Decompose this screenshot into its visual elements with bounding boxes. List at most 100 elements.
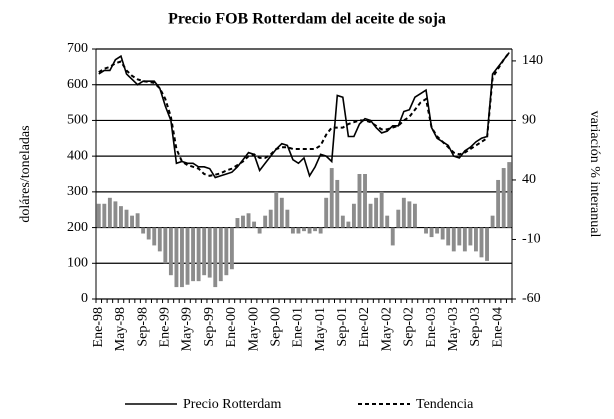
legend-label: Tendencia	[416, 397, 474, 412]
bar	[241, 215, 245, 228]
chart-title: Precio FOB Rotterdam del aceite de soja	[168, 11, 446, 28]
bar	[318, 227, 323, 234]
x-tick-label: Ene-99	[158, 307, 173, 347]
bar	[379, 191, 384, 228]
bar	[390, 227, 395, 246]
y2-tick-label: 40	[522, 172, 536, 187]
y-tick-label: 200	[67, 220, 88, 235]
y2-axis-title: variación % interanual	[587, 111, 602, 238]
x-tick-label: Sep-03	[468, 307, 483, 347]
x-tick-label: May-03	[446, 307, 461, 351]
bar	[274, 191, 279, 228]
bar	[185, 227, 190, 285]
bar	[374, 197, 379, 228]
bar	[263, 215, 268, 228]
bar	[424, 227, 428, 234]
bar	[401, 197, 406, 228]
bar	[163, 227, 168, 264]
bar	[457, 227, 462, 246]
bar	[451, 227, 456, 252]
bar	[335, 179, 340, 228]
bar	[285, 209, 290, 228]
y-tick-label: 700	[67, 41, 88, 56]
bar	[246, 213, 251, 228]
bar	[207, 227, 212, 278]
bar	[180, 227, 184, 288]
bar	[146, 227, 151, 240]
bar	[174, 227, 179, 288]
bar	[446, 227, 451, 246]
y2-tick-label: 90	[522, 113, 536, 128]
x-tick-label: Ene-04	[490, 307, 505, 347]
bar	[407, 201, 412, 228]
bar	[313, 227, 318, 232]
x-tick-label: Ene-03	[424, 307, 439, 347]
bar	[196, 227, 201, 282]
bar	[490, 215, 495, 228]
x-tick-label: Sep-01	[335, 307, 350, 347]
x-tick-label: May-99	[180, 307, 195, 351]
bar	[130, 215, 134, 228]
bar	[485, 227, 489, 261]
bar	[462, 227, 467, 252]
bar	[135, 213, 140, 228]
bar	[385, 215, 390, 228]
y-axis-title: doláres/toneladas	[18, 125, 33, 222]
line-series	[98, 52, 510, 179]
bar	[235, 218, 240, 228]
bar	[229, 227, 234, 270]
bar	[113, 201, 118, 228]
x-tick-label: Sep-99	[202, 307, 217, 347]
bar	[168, 227, 173, 276]
bar	[329, 168, 334, 228]
bar	[396, 209, 401, 228]
x-tick-label: Sep-00	[268, 307, 283, 347]
bar	[340, 215, 345, 228]
x-tick-label: Ene-02	[357, 307, 372, 347]
x-tick-label: Ene-01	[291, 307, 306, 347]
bar	[257, 227, 262, 234]
bar	[157, 227, 162, 252]
y-tick-label: 600	[67, 77, 88, 92]
bar	[107, 197, 112, 228]
bar	[102, 203, 107, 228]
legend-label: Precio Rotterdam	[183, 397, 281, 412]
bar	[507, 162, 512, 228]
line-series	[98, 51, 511, 177]
bar	[412, 203, 417, 228]
bar	[474, 227, 478, 252]
bar	[429, 227, 434, 238]
y-tick-label: 0	[81, 291, 88, 306]
x-tick-label: May-98	[113, 307, 128, 351]
bar	[346, 221, 351, 228]
y-tick-label: 300	[67, 184, 88, 199]
y-tick-label: 500	[67, 113, 88, 128]
bar	[191, 227, 196, 282]
y2-tick-label: 140	[522, 53, 543, 68]
bar	[368, 203, 373, 228]
y2-tick-label: -10	[522, 232, 541, 247]
y2-tick-label: -60	[522, 291, 541, 306]
bar	[290, 227, 295, 234]
bar	[218, 227, 223, 282]
bar	[213, 227, 218, 288]
bar	[363, 174, 367, 228]
bar	[296, 227, 301, 234]
bar	[479, 227, 484, 258]
bar	[501, 168, 506, 228]
bar	[357, 174, 362, 228]
x-tick-label: Ene-98	[91, 307, 106, 347]
x-tick-label: Sep-98	[135, 307, 150, 347]
bar	[224, 227, 229, 276]
bar	[307, 227, 312, 234]
x-tick-label: May-00	[246, 307, 261, 351]
bar	[468, 227, 473, 246]
bar	[302, 227, 306, 232]
bar	[252, 221, 257, 228]
bar	[279, 197, 284, 228]
y-tick-label: 100	[67, 256, 88, 271]
bar	[496, 179, 501, 228]
bar	[119, 206, 123, 228]
bar	[124, 209, 129, 228]
